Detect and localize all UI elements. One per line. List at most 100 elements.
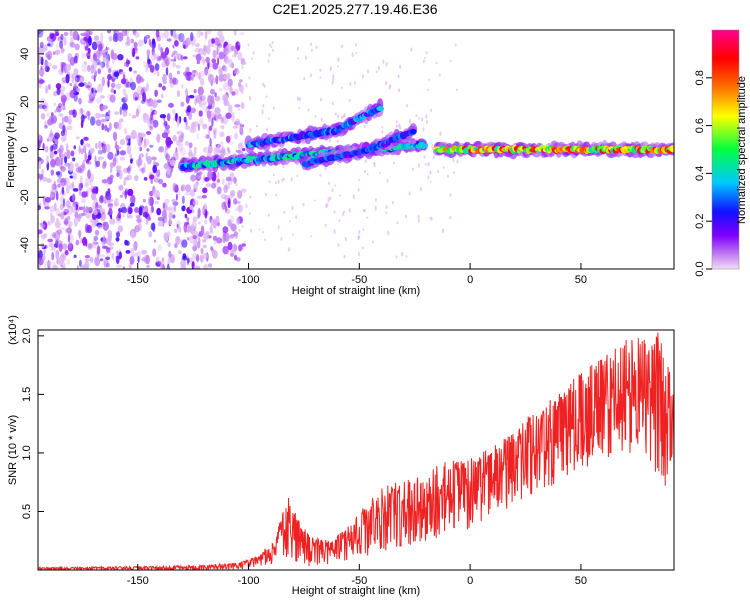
noise-blob (250, 228, 252, 233)
noise-blob (267, 117, 270, 120)
noise-blob (227, 78, 233, 88)
noise-blob (119, 118, 124, 123)
noise-blob (154, 200, 159, 205)
noise-blob (156, 133, 161, 143)
noise-blob (38, 257, 44, 266)
noise-blob (128, 164, 132, 171)
noise-blob (49, 151, 54, 160)
noise-blob (175, 64, 181, 69)
noise-blob (45, 52, 51, 58)
noise-blob (54, 220, 61, 229)
noise-blob (80, 148, 84, 155)
noise-blob (320, 117, 323, 122)
noise-blob (47, 220, 52, 226)
noise-blob (60, 157, 64, 165)
noise-blob (427, 175, 430, 180)
noise-blob (130, 130, 137, 140)
noise-blob (38, 45, 45, 55)
noise-blob (104, 124, 108, 132)
noise-blob (67, 242, 74, 252)
noise-blob (101, 179, 108, 184)
snr-x-tick-label: 50 (575, 575, 587, 587)
noise-blob (129, 202, 135, 207)
noise-blob (122, 73, 126, 83)
noise-blob (186, 258, 190, 266)
noise-blob (72, 30, 79, 41)
noise-blob (217, 178, 220, 183)
noise-blob (216, 45, 219, 56)
noise-blob (430, 108, 433, 112)
noise-blob (454, 43, 457, 47)
noise-blob (110, 214, 113, 220)
noise-blob (427, 88, 430, 92)
noise-blob (118, 169, 123, 180)
noise-blob (54, 202, 57, 212)
noise-blob (73, 145, 76, 150)
noise-blob (188, 142, 193, 149)
colorbar-tick-label: 0.8 (694, 70, 706, 85)
noise-blob (80, 139, 84, 146)
noise-blob (385, 211, 388, 214)
noise-blob (55, 49, 61, 55)
noise-blob (195, 53, 202, 62)
noise-blob (214, 37, 220, 46)
noise-blob (44, 120, 47, 127)
noise-blob (217, 30, 224, 37)
noise-blob (363, 124, 366, 129)
noise-blob (121, 30, 128, 37)
noise-blob (175, 139, 180, 146)
noise-blob (349, 81, 352, 87)
noise-blob (385, 205, 388, 209)
noise-blob (203, 219, 208, 224)
noise-blob (234, 104, 241, 108)
noise-blob (207, 94, 213, 105)
noise-blob (237, 52, 243, 61)
noise-blob (84, 177, 91, 187)
noise-blob (183, 44, 186, 49)
noise-blob (292, 233, 295, 236)
noise-blob (381, 130, 384, 134)
noise-blob (229, 215, 235, 225)
noise-blob (129, 153, 133, 161)
noise-blob (98, 254, 105, 258)
noise-blob (371, 240, 374, 244)
noise-blob (60, 178, 67, 187)
noise-blob (42, 102, 49, 112)
noise-blob (122, 109, 128, 117)
noise-blob (233, 177, 237, 184)
noise-blob (213, 241, 217, 245)
noise-blob (64, 228, 71, 234)
noise-blob (127, 207, 133, 215)
noise-blob (240, 102, 245, 109)
noise-blob (116, 150, 120, 155)
noise-blob (84, 258, 90, 263)
noise-blob (59, 40, 64, 50)
noise-blob (355, 51, 358, 54)
noise-blob (205, 56, 211, 64)
noise-blob (215, 113, 219, 123)
colorbar-label: Normalized spectral amplitude (736, 76, 748, 224)
noise-blob (115, 255, 120, 264)
noise-blob (241, 91, 244, 95)
noise-blob (331, 101, 334, 106)
noise-blob (168, 219, 173, 225)
feature-core (420, 143, 428, 149)
noise-blob (418, 117, 421, 120)
noise-blob (105, 256, 111, 260)
noise-blob (92, 52, 97, 63)
noise-blob (422, 127, 425, 132)
noise-blob (89, 100, 92, 104)
noise-blob (63, 220, 69, 225)
noise-blob (71, 74, 75, 84)
noise-blob (182, 56, 188, 60)
noise-blob (275, 193, 278, 197)
noise-blob (107, 30, 111, 34)
noise-blob (115, 83, 122, 90)
noise-blob (126, 209, 130, 220)
noise-blob (220, 193, 226, 200)
noise-blob (153, 239, 157, 243)
noise-blob (178, 250, 182, 255)
noise-blob (196, 241, 201, 249)
noise-blob (305, 55, 307, 60)
noise-blob (195, 71, 199, 76)
